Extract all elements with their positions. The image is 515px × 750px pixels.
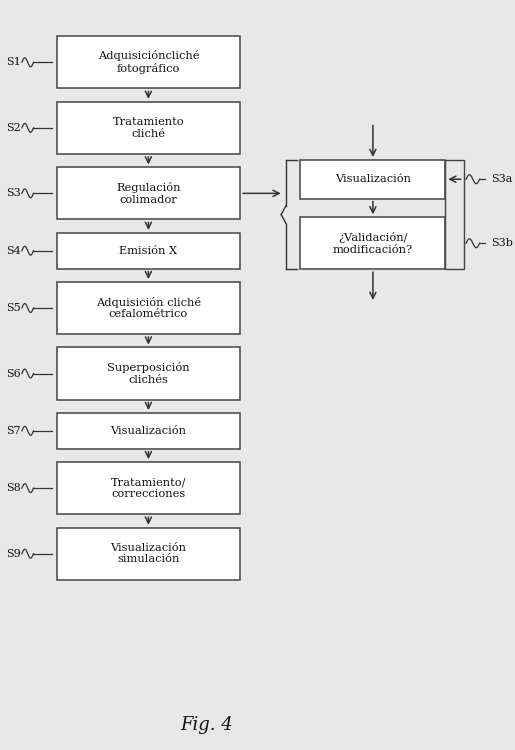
Text: Adquisición cliché
cefalométrico: Adquisición cliché cefalométrico xyxy=(96,297,201,320)
Text: S3a: S3a xyxy=(491,174,512,184)
FancyBboxPatch shape xyxy=(300,160,445,199)
Text: Tratamiento
cliché: Tratamiento cliché xyxy=(113,117,184,139)
Text: S5: S5 xyxy=(6,303,21,313)
FancyBboxPatch shape xyxy=(57,167,240,220)
FancyBboxPatch shape xyxy=(57,232,240,268)
Text: Visualización: Visualización xyxy=(110,426,186,436)
Text: S4: S4 xyxy=(6,246,21,256)
Text: S3b: S3b xyxy=(491,238,513,248)
Text: Fig. 4: Fig. 4 xyxy=(180,716,233,734)
Text: Adquisicióncliché
fotográfico: Adquisicióncliché fotográfico xyxy=(98,50,199,74)
Text: Superposición
clichés: Superposición clichés xyxy=(107,362,190,385)
FancyBboxPatch shape xyxy=(57,462,240,514)
FancyBboxPatch shape xyxy=(57,347,240,400)
Text: Emisión X: Emisión X xyxy=(119,246,178,256)
FancyBboxPatch shape xyxy=(57,282,240,334)
Text: S3: S3 xyxy=(6,188,21,198)
FancyBboxPatch shape xyxy=(57,413,240,448)
Text: S8: S8 xyxy=(6,483,21,494)
FancyBboxPatch shape xyxy=(445,160,464,269)
Text: S9: S9 xyxy=(6,549,21,559)
Text: S2: S2 xyxy=(6,123,21,133)
Text: S6: S6 xyxy=(6,368,21,379)
Text: Tratamiento/
correcciones: Tratamiento/ correcciones xyxy=(111,477,186,499)
FancyBboxPatch shape xyxy=(57,527,240,580)
Text: ¿Validación/
modificación?: ¿Validación/ modificación? xyxy=(333,232,413,254)
Text: S7: S7 xyxy=(6,426,21,436)
FancyBboxPatch shape xyxy=(300,217,445,269)
FancyBboxPatch shape xyxy=(57,102,240,154)
Text: S1: S1 xyxy=(6,57,21,68)
FancyBboxPatch shape xyxy=(57,36,240,88)
Text: Visualización
simulación: Visualización simulación xyxy=(110,543,186,565)
Text: Regulación
colimador: Regulación colimador xyxy=(116,182,181,205)
Text: Visualización: Visualización xyxy=(335,174,411,184)
